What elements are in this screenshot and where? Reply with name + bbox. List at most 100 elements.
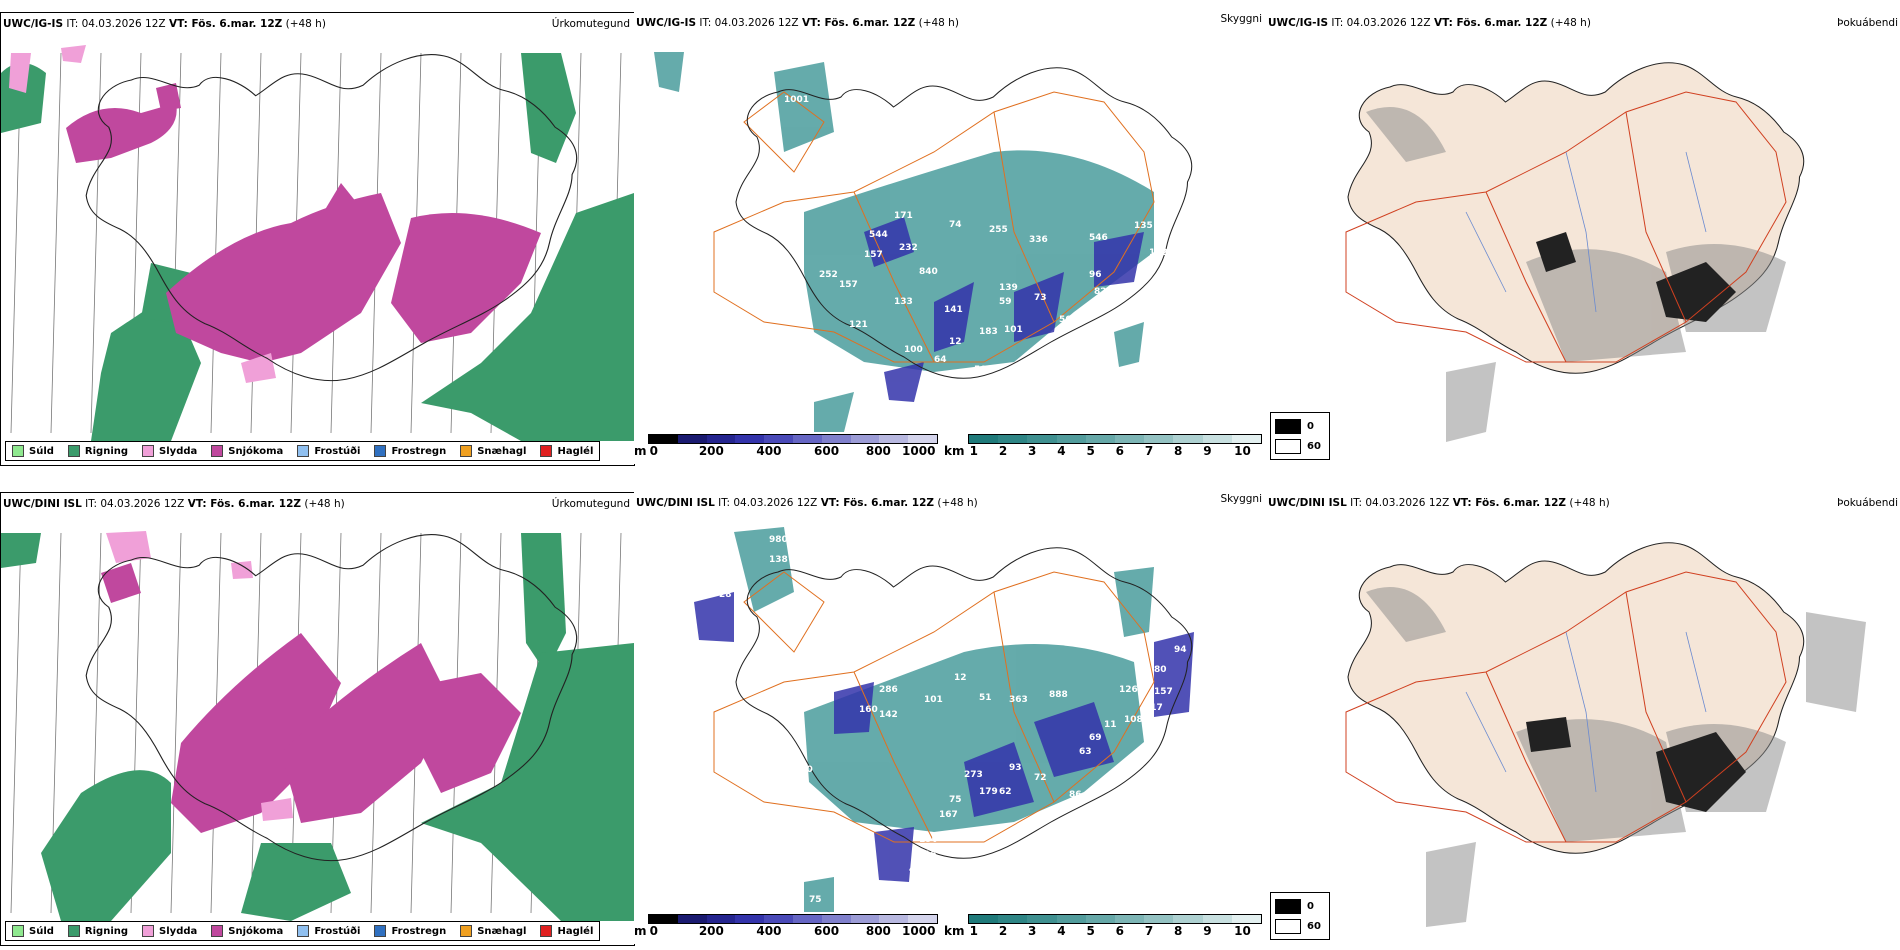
cloud-base-label: 887: [694, 153, 713, 163]
legend-item: Súld: [12, 925, 54, 937]
colorbar-swatch: [1115, 915, 1145, 923]
colorbar-tick: 8: [1174, 924, 1183, 938]
cloud-base-label: 75: [949, 795, 962, 805]
colorbar-swatch: [764, 915, 793, 923]
colorbar-tick: 0: [649, 924, 658, 938]
panel-title: Þokuábendi: [1837, 17, 1898, 29]
colorbar-swatch: [821, 915, 851, 923]
rain-areas: [1, 53, 634, 441]
cloud-base-label: 101: [924, 695, 943, 705]
low-cloud-areas: [694, 592, 1194, 882]
legend-label: Rigning: [84, 445, 129, 457]
colorbar-tick: 800: [865, 444, 891, 458]
cloud-base-label: 56: [1059, 315, 1072, 325]
cloud-base-label: 126: [1119, 685, 1138, 695]
legend-item: Haglél: [540, 445, 593, 457]
colorbar-swatch: [1144, 435, 1174, 443]
colorbar-swatch: [1085, 435, 1116, 443]
colorbar-tick: 7: [1144, 444, 1154, 458]
roads: [1345, 571, 1787, 843]
legend-label: Slydda: [159, 445, 198, 457]
cloud-base-label: 64: [934, 355, 947, 365]
colorbar-tick: 5: [1086, 444, 1095, 458]
cloud-base-label: 108: [1124, 715, 1143, 725]
colorbar-swatch: [677, 435, 707, 443]
cloud-base-label: 28: [719, 590, 732, 600]
snow-areas: [101, 563, 521, 833]
cloud-base-colorbar: m 0 200 400 600 800 1000: [634, 914, 939, 938]
cloud-base-label: 546: [1089, 233, 1108, 243]
colorbar-swatch: [1231, 435, 1262, 443]
colorbar-tick: 1: [969, 924, 979, 938]
cloud-base-label: 74: [949, 220, 962, 230]
colorbar-swatch: [850, 435, 880, 443]
precip-map: [1, 33, 634, 441]
model-name: UWC/DINI ISL: [636, 497, 715, 509]
legend-swatch: [540, 925, 553, 937]
lead-time: (+48 h): [918, 17, 959, 29]
visibility-colorbar: km 1 2 3 4 5 6 7 8 9 10: [944, 914, 1264, 938]
rivers: [1465, 631, 1707, 793]
panel-header: UWC/IG-IS IT: 04.03.2026 12Z VT: Fös. 6.…: [636, 13, 1264, 30]
legend-item: Súld: [12, 445, 54, 457]
panel-precip-bottom: UWC/DINI ISL IT: 04.03.2026 12Z VT: Fös.…: [0, 492, 635, 946]
valid-time: VT: Fös. 6.mar. 12Z: [168, 18, 283, 30]
cloud-base-label: 121: [849, 320, 868, 330]
cloud-base-label: 42: [909, 865, 922, 875]
colorbar-swatch: [706, 435, 736, 443]
panel-fog-bottom: UWC/DINI ISL IT: 04.03.2026 12Z VT: Fös.…: [1266, 492, 1900, 944]
cloud-base-label: 167: [939, 810, 958, 820]
cloud-base-label: 157: [1154, 687, 1173, 697]
cloud-base-label: 62: [999, 787, 1012, 797]
colorbar-ticks: 0 200 400 600 800 1000: [648, 924, 936, 938]
panel-title: Þokuábendi: [1837, 497, 1898, 509]
legend-item: Frostregn: [374, 445, 446, 457]
legend-item: Snæhagl: [460, 445, 526, 457]
panel-header: UWC/DINI ISL IT: 04.03.2026 12Z VT: Fös.…: [1268, 496, 1898, 510]
colorbar-tick: 9: [1203, 444, 1212, 458]
colorbar-swatch: [649, 915, 678, 923]
cloud-base-labels: 529 887 118 1001 544 171 232 74 255 336 546 135 122 1…: [659, 95, 1168, 375]
colorbar-swatch: [1115, 435, 1145, 443]
cloud-base-label: 232: [899, 243, 918, 253]
colorbar-tick: 3: [1028, 444, 1037, 458]
rivers: [1465, 151, 1707, 313]
cloud-base-label: 82: [939, 870, 952, 880]
fog-legend-swatch: [1275, 419, 1301, 434]
panel-header: UWC/IG-IS IT: 04.03.2026 12Z VT: Fös. 6.…: [3, 17, 632, 31]
sleet-areas: [106, 531, 293, 821]
dense-fog-areas: [1536, 232, 1736, 322]
cloud-base-label: 100: [904, 345, 923, 355]
colorbar-swatch: [1173, 915, 1203, 923]
colorbar-bar: [648, 914, 938, 924]
cloud-base-label: 94: [1174, 645, 1187, 655]
colorbar-swatch: [998, 435, 1028, 443]
precip-type-legend: Súld Rigning Slydda Snjókoma Frostúði Fr…: [5, 441, 601, 461]
cloud-base-label: 72: [1034, 773, 1047, 783]
init-time: IT: 04.03.2026 12Z: [1331, 17, 1431, 29]
legend-swatch: [460, 445, 473, 457]
init-time: IT: 04.03.2026 12Z: [85, 498, 185, 510]
colorbar-swatch: [735, 435, 765, 443]
fog-legend-value: 60: [1307, 921, 1321, 932]
colorbar-tick: 10: [1234, 924, 1251, 938]
lead-time: (+48 h): [1569, 497, 1610, 509]
colorbar-swatch: [879, 915, 909, 923]
cloud-base-label: 69: [1089, 733, 1102, 743]
cloud-base-label: 286: [879, 685, 898, 695]
colorbar-tick: 10: [1234, 444, 1251, 458]
cloud-base-label: 79: [734, 610, 747, 620]
colorbar-swatch: [969, 915, 999, 923]
legend-label: Frostúði: [314, 925, 361, 937]
snow-areas: [66, 83, 541, 363]
panel-title: Skyggni: [1220, 13, 1263, 25]
colorbar-tick: 200: [698, 924, 724, 938]
cloud-base-label: 123: [804, 795, 823, 805]
cloud-base-label: 141: [944, 305, 963, 315]
colorbar-swatch: [908, 915, 937, 923]
cloud-base-label: 179: [979, 787, 998, 797]
cloud-base-label: 12: [954, 673, 967, 683]
cloud-base-label: 86: [1069, 790, 1082, 800]
colorbar-swatch: [764, 435, 793, 443]
colorbar-swatch: [1085, 915, 1116, 923]
